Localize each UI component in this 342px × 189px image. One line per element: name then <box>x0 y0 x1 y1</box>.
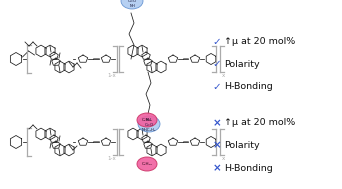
Text: C₆H₁₃: C₆H₁₃ <box>142 118 153 122</box>
Text: Polarity: Polarity <box>224 60 260 69</box>
Text: NHC₂H₅: NHC₂H₅ <box>142 128 156 132</box>
Text: Polarity: Polarity <box>224 141 260 150</box>
Text: ×: × <box>213 163 222 173</box>
Text: 1-x: 1-x <box>108 156 116 161</box>
Text: ✓: ✓ <box>213 82 222 92</box>
Text: C₆H₁₃: C₆H₁₃ <box>142 162 153 166</box>
Text: 1-x: 1-x <box>108 73 116 78</box>
Text: ×: × <box>213 141 222 150</box>
Ellipse shape <box>137 157 157 171</box>
Ellipse shape <box>121 0 143 9</box>
Ellipse shape <box>137 113 157 127</box>
Text: ✓: ✓ <box>213 37 222 46</box>
Text: C=O: C=O <box>128 0 136 3</box>
Text: x: x <box>221 73 225 78</box>
Text: ↑μ at 20 mol%: ↑μ at 20 mol% <box>224 37 295 46</box>
Text: C=O: C=O <box>144 123 154 127</box>
Text: H-Bonding: H-Bonding <box>224 82 273 91</box>
Text: ✓: ✓ <box>213 59 222 69</box>
Ellipse shape <box>138 116 160 132</box>
Text: NH: NH <box>129 4 135 8</box>
Text: NH: NH <box>146 118 152 122</box>
Text: ↑μ at 20 mol%: ↑μ at 20 mol% <box>224 118 295 127</box>
Text: ×: × <box>213 118 222 128</box>
Text: H-Bonding: H-Bonding <box>224 164 273 173</box>
Text: x: x <box>221 156 225 161</box>
